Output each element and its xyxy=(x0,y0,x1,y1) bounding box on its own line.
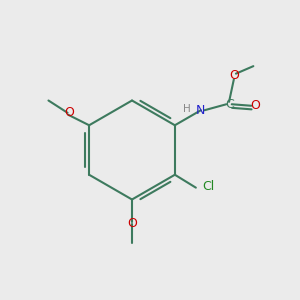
Text: N: N xyxy=(196,104,206,117)
Text: Cl: Cl xyxy=(202,180,214,193)
Text: O: O xyxy=(127,217,137,230)
Text: C: C xyxy=(225,98,234,111)
Text: O: O xyxy=(65,106,75,119)
Text: O: O xyxy=(229,69,239,82)
Text: O: O xyxy=(250,99,260,112)
Text: H: H xyxy=(184,104,191,114)
